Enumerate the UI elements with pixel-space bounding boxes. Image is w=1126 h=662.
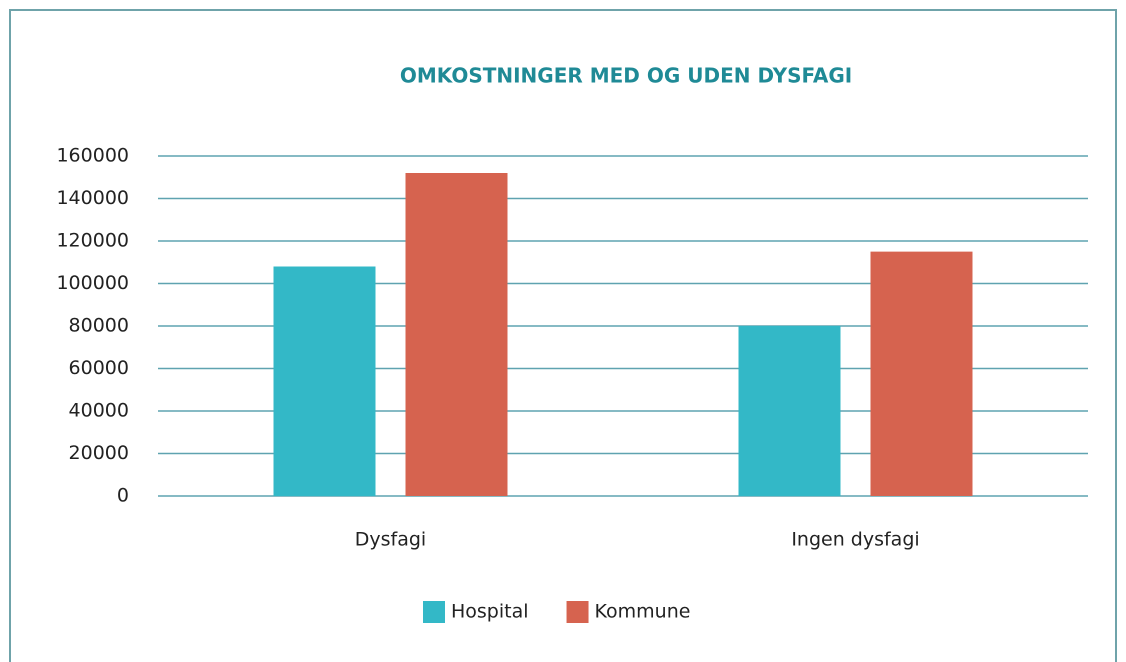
y-tick-label: 60000: [69, 357, 129, 379]
y-tick-label: 20000: [69, 442, 129, 464]
legend-swatch: [423, 601, 445, 623]
legend-swatch: [566, 601, 589, 623]
y-tick-label: 0: [117, 485, 129, 507]
y-tick-label: 120000: [56, 230, 129, 252]
legend-label: Hospital: [451, 601, 529, 623]
y-tick-label: 100000: [56, 272, 129, 294]
chart-title: OMKOSTNINGER MED OG UDEN DYSFAGI: [400, 64, 852, 88]
bar: [738, 326, 841, 496]
x-tick-label: Ingen dysfagi: [791, 529, 919, 551]
bar: [273, 266, 376, 496]
legend-label: Kommune: [595, 601, 691, 623]
frame: [9, 9, 1117, 662]
bar: [870, 251, 973, 496]
y-tick-label: 160000: [56, 145, 129, 167]
y-tick-label: 80000: [69, 315, 129, 337]
y-tick-label: 40000: [69, 400, 129, 422]
x-tick-label: Dysfagi: [355, 529, 426, 551]
y-tick-label: 140000: [56, 187, 129, 209]
bar: [405, 173, 508, 496]
